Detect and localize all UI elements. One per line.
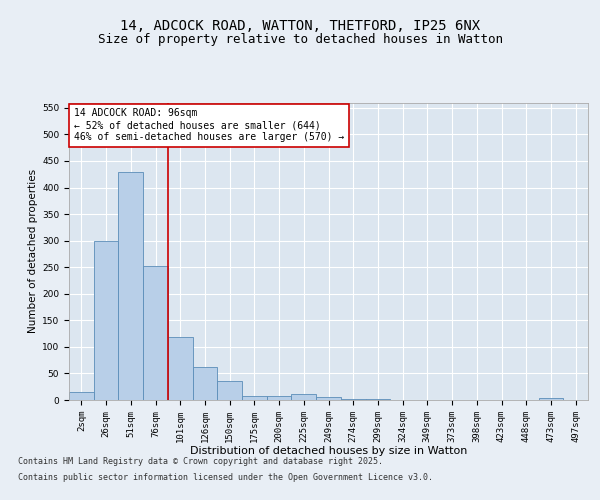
- Bar: [292, 394, 316, 400]
- Text: Size of property relative to detached houses in Watton: Size of property relative to detached ho…: [97, 32, 503, 46]
- Bar: [118, 172, 143, 400]
- Text: Contains public sector information licensed under the Open Government Licence v3: Contains public sector information licen…: [18, 472, 433, 482]
- Bar: [217, 382, 242, 400]
- X-axis label: Distribution of detached houses by size in Watton: Distribution of detached houses by size …: [190, 446, 467, 456]
- Text: 14, ADCOCK ROAD, WATTON, THETFORD, IP25 6NX: 14, ADCOCK ROAD, WATTON, THETFORD, IP25 …: [120, 18, 480, 32]
- Text: Contains HM Land Registry data © Crown copyright and database right 2025.: Contains HM Land Registry data © Crown c…: [18, 458, 383, 466]
- Y-axis label: Number of detached properties: Number of detached properties: [28, 169, 38, 334]
- Bar: [539, 398, 563, 400]
- Bar: [267, 396, 292, 400]
- Bar: [316, 398, 341, 400]
- Bar: [193, 366, 217, 400]
- Text: 14 ADCOCK ROAD: 96sqm
← 52% of detached houses are smaller (644)
46% of semi-det: 14 ADCOCK ROAD: 96sqm ← 52% of detached …: [74, 108, 344, 142]
- Bar: [341, 399, 365, 400]
- Bar: [143, 266, 168, 400]
- Bar: [94, 240, 118, 400]
- Bar: [242, 396, 267, 400]
- Bar: [69, 392, 94, 400]
- Bar: [168, 338, 193, 400]
